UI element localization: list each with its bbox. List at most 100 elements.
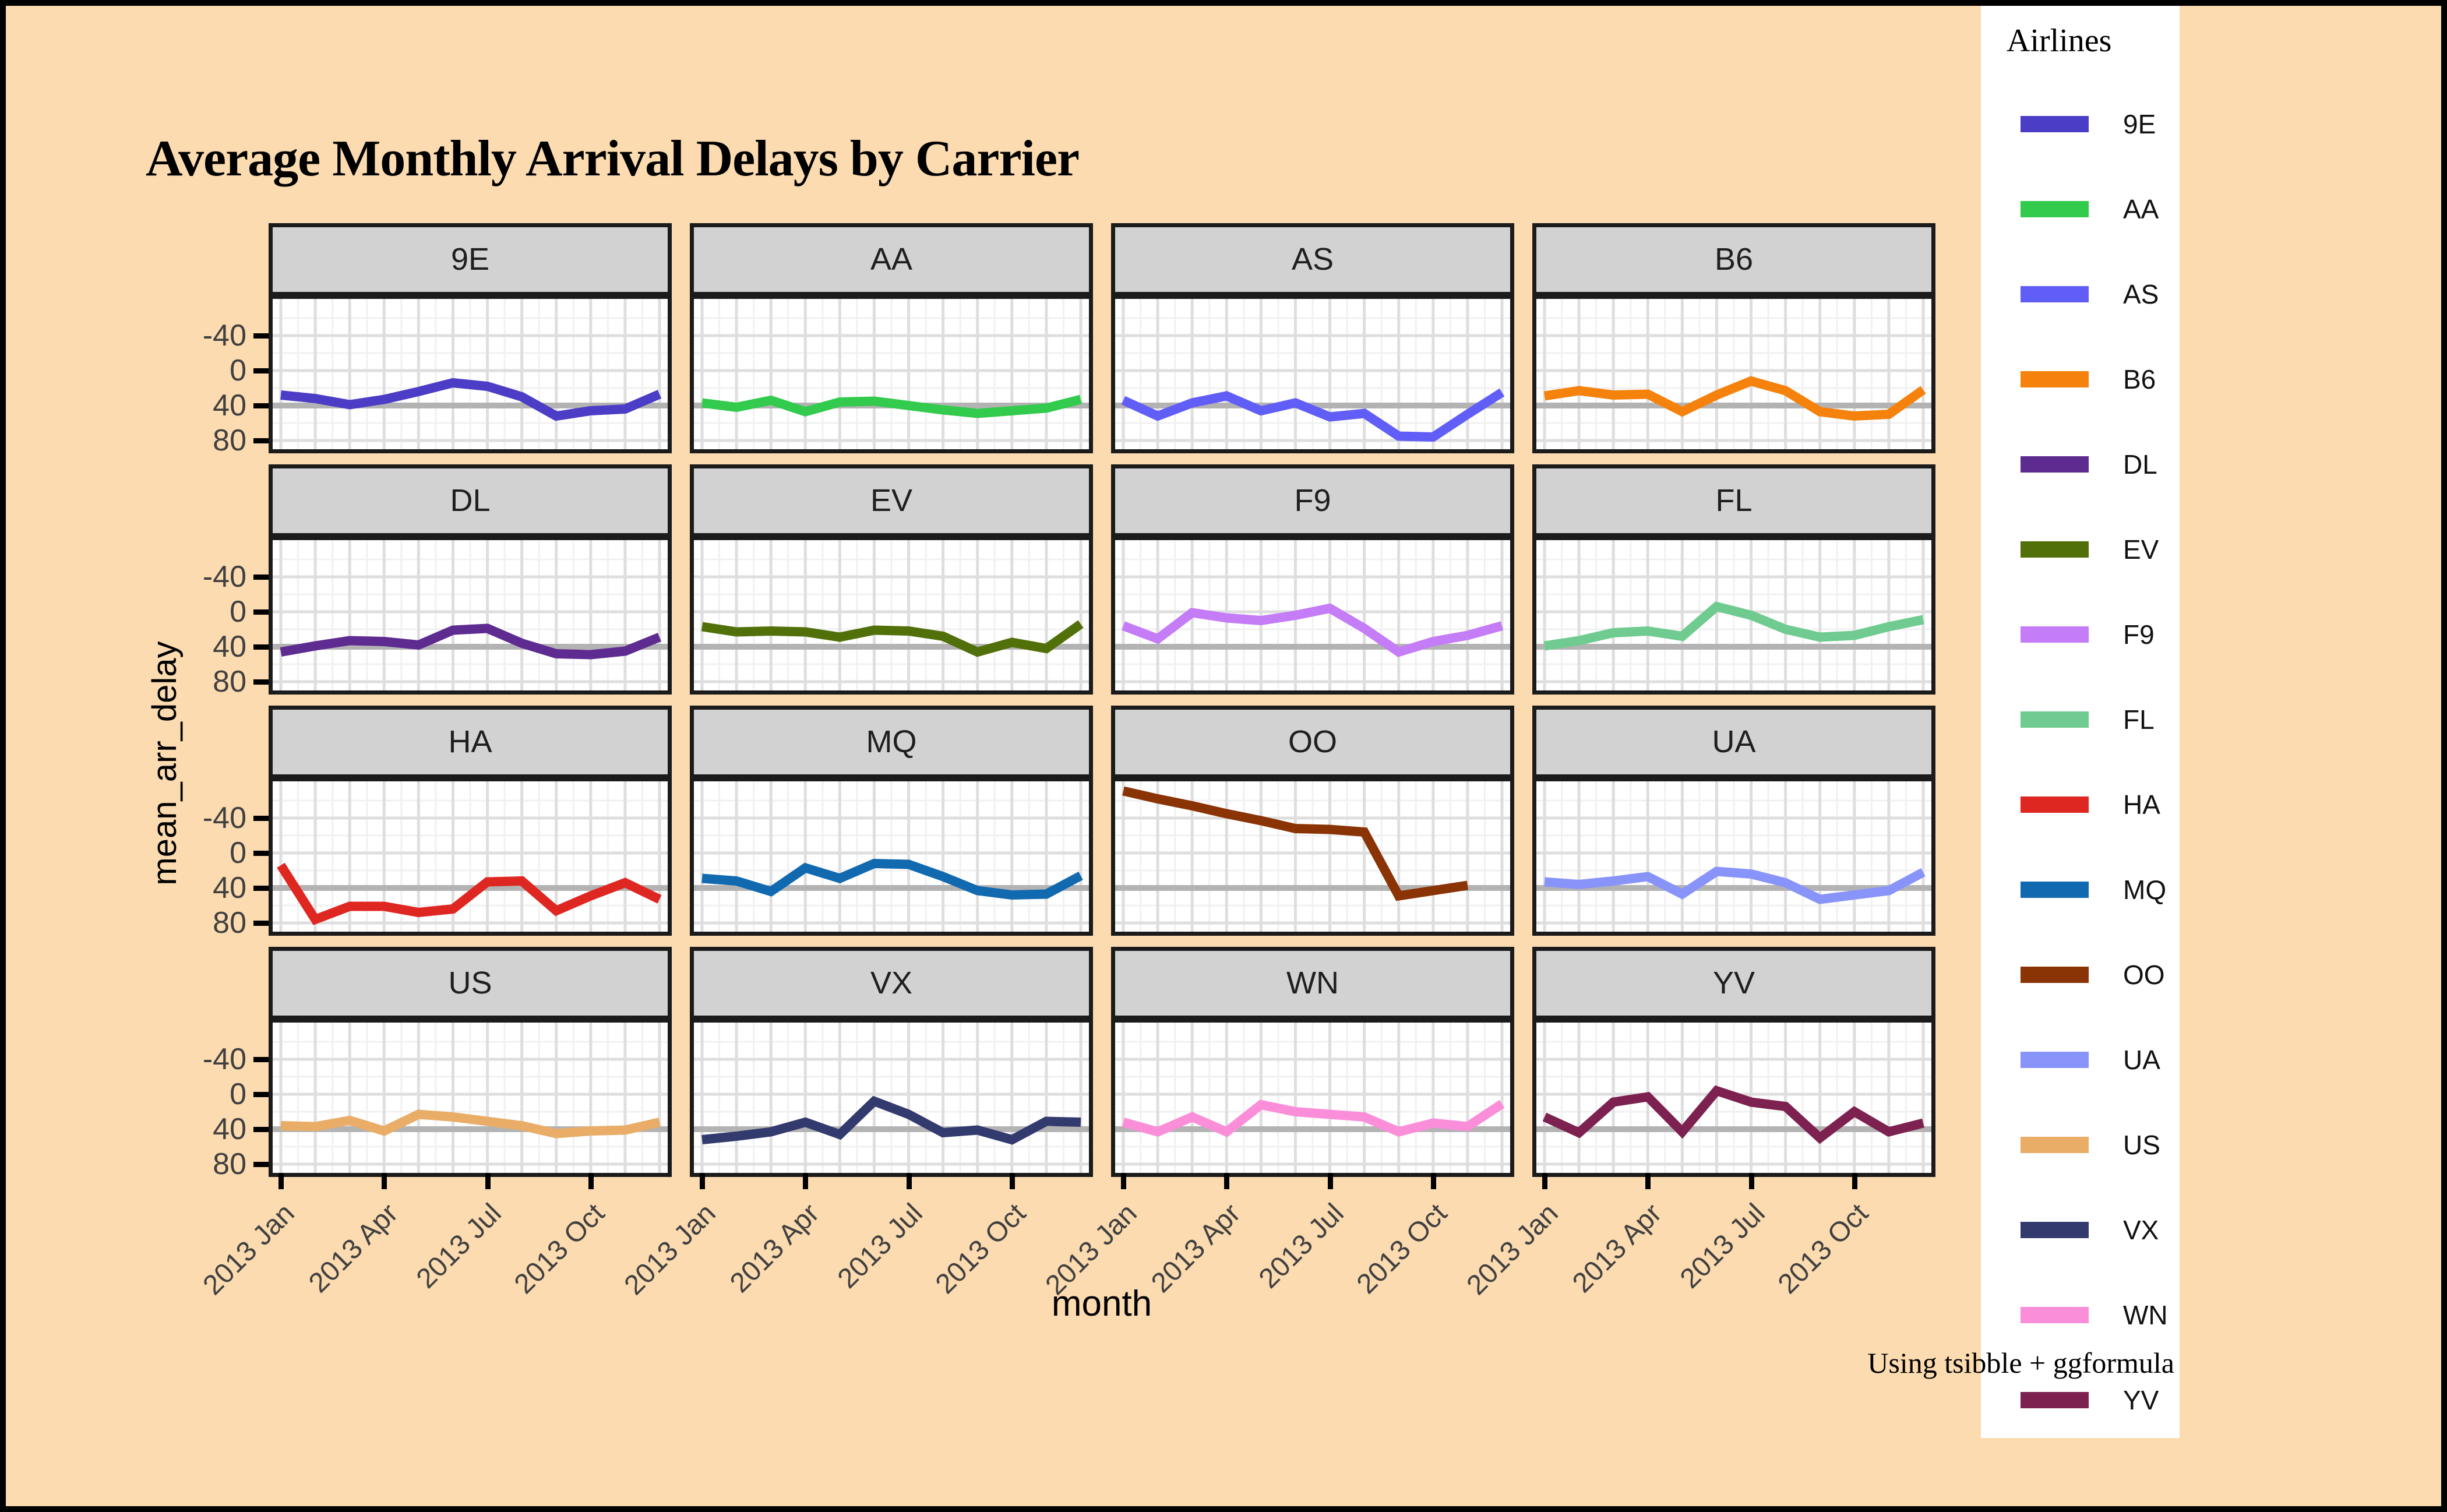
series-line-VX	[701, 1095, 1081, 1145]
x-axis-tick-label: 2013 Jul	[1253, 1197, 1350, 1295]
legend-swatch-UA	[2021, 1052, 2089, 1068]
facet-strip-label: F9	[1115, 468, 1510, 540]
legend-swatch-F9	[2021, 626, 2089, 643]
legend-label-YV: YV	[2123, 1385, 2159, 1415]
series-line-MQ	[701, 858, 1083, 900]
facet-panel	[273, 1023, 668, 1173]
facet-strip-label: WN	[1115, 951, 1510, 1023]
facet-EV: EV	[690, 464, 1093, 695]
y-axis-tick-label: 40	[213, 1112, 246, 1146]
legend-swatch-AA	[2021, 201, 2089, 217]
x-axis-title: month	[1051, 1284, 1152, 1324]
legend-label-AA: AA	[2123, 194, 2159, 224]
x-axis-tick	[1542, 1173, 1547, 1189]
x-axis-tick	[1327, 1173, 1333, 1189]
x-axis-tick	[803, 1173, 809, 1189]
facet-strip-label: MQ	[694, 710, 1089, 781]
legend-label-9E: 9E	[2123, 109, 2156, 139]
facet-panel	[273, 781, 668, 932]
facet-panel	[1115, 1023, 1510, 1173]
series-line-WN	[1122, 1099, 1505, 1137]
y-axis-tick-label: 40	[213, 389, 246, 422]
y-axis-tick	[253, 575, 269, 580]
x-axis-tick-label: 2013 Jul	[831, 1197, 929, 1295]
y-axis-tick	[253, 333, 269, 339]
y-axis-tick	[253, 644, 269, 650]
legend-title: Airlines	[2007, 23, 2112, 59]
legend-label-B6: B6	[2123, 364, 2156, 394]
facet-panel	[273, 540, 668, 690]
y-axis-tick-label: -40	[202, 560, 246, 594]
facet-US: US	[269, 947, 672, 1177]
y-axis-tick-label: 0	[230, 354, 246, 387]
legend-swatch-9E	[2021, 116, 2089, 132]
facet-panel	[694, 781, 1089, 932]
facet-strip-label: FL	[1536, 468, 1931, 540]
x-axis-tick	[588, 1173, 594, 1189]
y-axis-tick	[253, 368, 269, 373]
facet-strip-label: US	[273, 951, 668, 1023]
legend-swatch-MQ	[2021, 882, 2089, 898]
facet-OO: OO	[1111, 706, 1514, 936]
legend-swatch-VX	[2021, 1222, 2089, 1238]
facet-panel	[1536, 540, 1931, 690]
facet-DL: DL	[269, 464, 672, 695]
y-axis-tick-label: -40	[202, 319, 246, 353]
y-axis-tick	[253, 1092, 269, 1097]
legend-swatch-WN	[2021, 1307, 2089, 1323]
y-axis-tick	[253, 1057, 269, 1062]
facet-UA: UA	[1532, 706, 1935, 936]
legend-label-HA: HA	[2123, 790, 2160, 820]
facet-WN: WN	[1111, 947, 1514, 1177]
legend-label-VX: VX	[2123, 1215, 2159, 1245]
x-axis-tick-label: 2013 Oct	[508, 1197, 611, 1300]
legend-label-MQ: MQ	[2123, 875, 2167, 905]
facet-strip-label: DL	[273, 468, 668, 540]
legend-swatch-DL	[2021, 456, 2089, 473]
y-axis-tick	[253, 1162, 269, 1167]
facet-strip-label: 9E	[273, 227, 668, 299]
x-axis-tick-label: 2013 Oct	[1351, 1197, 1454, 1300]
facet-strip-label: B6	[1536, 227, 1931, 299]
y-axis-tick-label: 80	[213, 906, 246, 940]
x-axis-tick-label: 2013 Apr	[724, 1197, 826, 1299]
x-axis-tick	[906, 1173, 912, 1189]
legend-label-UA: UA	[2123, 1045, 2160, 1075]
series-line-F9	[1122, 603, 1504, 657]
chart-caption: Using tsibble + ggformula	[1867, 1347, 2174, 1379]
x-axis-tick	[485, 1173, 491, 1189]
facet-MQ: MQ	[690, 706, 1093, 936]
facet-strip-label: EV	[694, 468, 1089, 540]
facet-panel	[1115, 781, 1510, 932]
facet-panel	[1536, 299, 1931, 449]
chart-title: Average Monthly Arrival Delays by Carrie…	[146, 131, 1080, 187]
facet-9E: 9E	[269, 223, 672, 453]
x-axis-tick	[1009, 1173, 1015, 1189]
x-axis-tick-label: 2013 Apr	[1567, 1197, 1668, 1299]
y-axis-tick-label: 80	[213, 424, 246, 457]
legend-label-F9: F9	[2123, 619, 2155, 650]
facet-panel	[1115, 540, 1510, 690]
legend-panel: Airlines 9E AA AS B6 DL EV F9 FL HA MQ OO UA US VX WN Y…	[1981, 6, 2180, 1438]
y-axis-tick	[253, 1127, 269, 1132]
x-axis-tick	[1852, 1173, 1857, 1189]
facet-strip-label: OO	[1115, 710, 1510, 781]
series-line-AS	[1121, 388, 1505, 442]
facet-VX: VX	[690, 947, 1093, 1177]
facet-panel	[694, 299, 1089, 449]
facet-strip-label: HA	[273, 710, 668, 781]
x-axis-tick-label: 2013 Jan	[1461, 1197, 1565, 1301]
legend-label-OO: OO	[2123, 960, 2165, 990]
x-axis-tick-label: 2013 Jan	[198, 1197, 301, 1301]
y-axis-tick-label: 40	[213, 630, 246, 664]
facet-AA: AA	[690, 223, 1093, 453]
x-axis-tick	[278, 1173, 284, 1189]
series-line-UA	[1544, 866, 1926, 904]
series-line-AA	[701, 394, 1082, 418]
y-axis-tick-label: 80	[213, 1147, 246, 1181]
facet-YV: YV	[1532, 947, 1935, 1177]
facet-AS: AS	[1111, 223, 1514, 453]
x-axis-tick	[382, 1173, 387, 1189]
y-axis-tick-label: 80	[213, 665, 246, 699]
